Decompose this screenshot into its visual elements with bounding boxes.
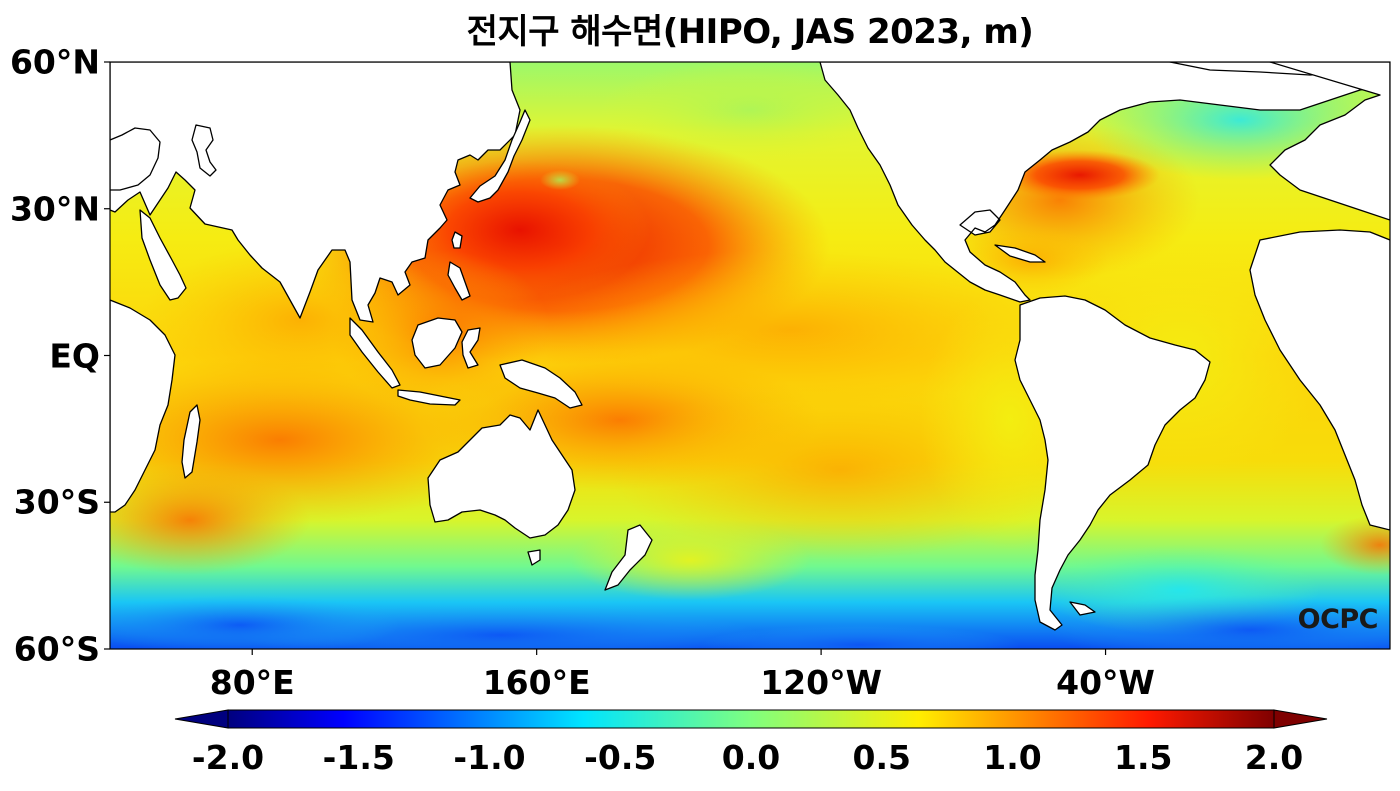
lon-tick-label: 160°E	[482, 663, 591, 702]
asia-landmass	[110, 62, 521, 323]
continents	[110, 62, 1390, 631]
colorbar-extend-max	[1273, 709, 1328, 729]
africa	[110, 229, 1390, 531]
new-zealand	[604, 524, 653, 591]
map-title: 전지구 해수면(HIPO, JAS 2023, m)	[466, 12, 1034, 52]
colorbar-tick-label: 1.5	[1114, 738, 1173, 777]
lon-tick-label: 40°W	[1056, 663, 1155, 702]
colorbar-tick-label: 1.0	[983, 738, 1042, 777]
borneo	[411, 317, 463, 369]
ocpc-watermark: OCPC	[1297, 604, 1379, 635]
lat-tick-label: 60°N	[9, 42, 100, 82]
lon-tick-label: 120°W	[760, 663, 883, 702]
lat-tick-label: 30°S	[13, 482, 100, 522]
madagascar	[181, 404, 201, 479]
colorbar-bar	[227, 709, 1275, 729]
colorbar-tick-label: 2.0	[1244, 738, 1304, 777]
lat-tick-label: 30°N	[9, 189, 100, 229]
colorbar	[174, 709, 1328, 729]
colorbar-tick-label: 0.0	[721, 738, 781, 777]
lat-tick-label: 60°S	[13, 629, 100, 669]
axis-ticks	[104, 61, 1107, 655]
colorbar-tick-label: -0.5	[584, 738, 657, 777]
colorbar-extend-min	[174, 709, 229, 729]
colorbar-tick-label: -1.5	[322, 738, 395, 777]
new-guinea	[499, 359, 583, 409]
lat-tick-label: EQ	[49, 336, 100, 375]
colorbar-tick-label: 0.5	[852, 738, 911, 777]
south-america	[1014, 295, 1211, 631]
north-america	[819, 62, 1390, 303]
australia	[427, 409, 576, 539]
lon-tick-label: 80°E	[209, 663, 295, 702]
colorbar-tick-label: -2.0	[191, 738, 265, 777]
colorbar-tick-label: -1.0	[453, 738, 526, 777]
japan	[469, 109, 531, 203]
